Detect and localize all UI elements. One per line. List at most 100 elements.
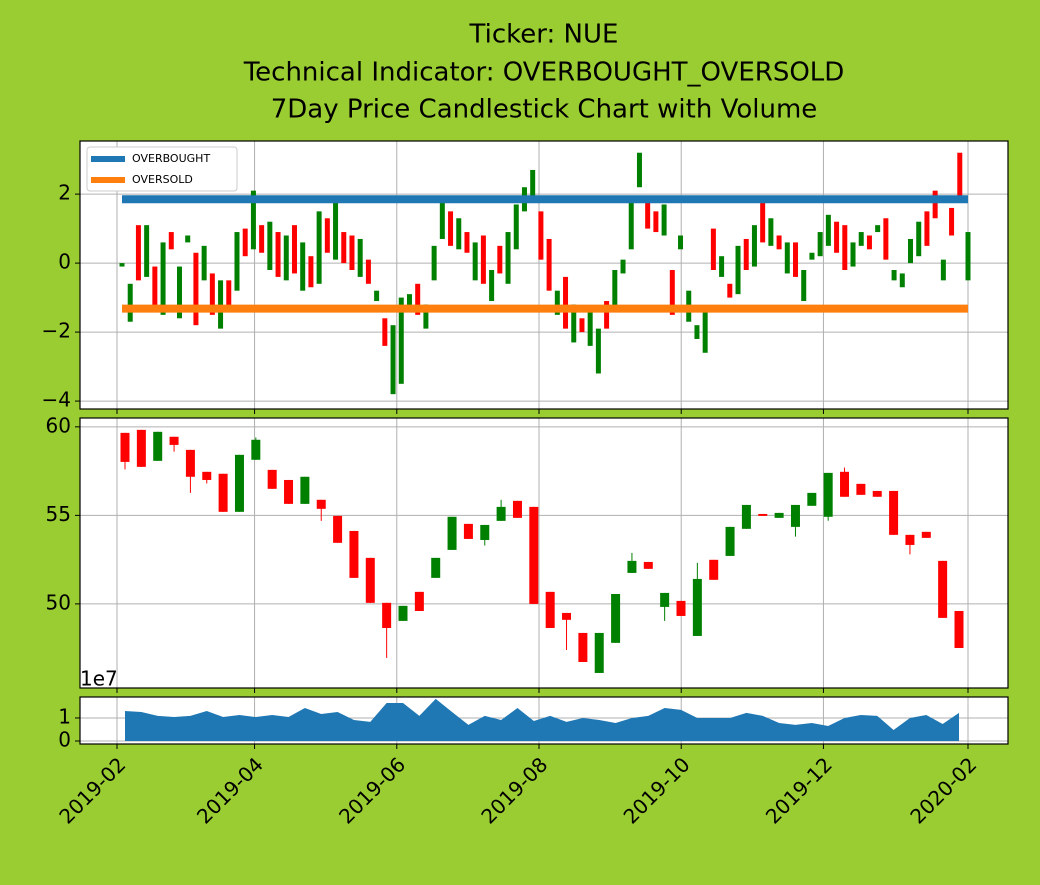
candle-body <box>529 506 539 604</box>
candle-body <box>512 500 522 518</box>
candle-body <box>760 201 766 243</box>
y-tick-label: 55 <box>46 502 71 526</box>
candle-body <box>866 235 872 250</box>
candle-body <box>645 201 651 229</box>
candle-body <box>390 325 396 395</box>
candle-body <box>234 232 240 291</box>
candle-body <box>916 221 922 257</box>
candle-body <box>496 506 506 521</box>
candle-body <box>489 269 495 302</box>
candle-body <box>562 612 572 620</box>
candle-body <box>921 531 931 538</box>
candle-body <box>169 436 179 445</box>
candle-body <box>275 232 281 277</box>
candle-body <box>807 492 817 506</box>
candle-body <box>954 610 964 648</box>
candle-body <box>709 559 719 580</box>
candle-body <box>735 245 741 295</box>
candle-body <box>842 225 848 270</box>
candle-body <box>768 218 774 246</box>
candle-body <box>365 259 371 284</box>
candle-body <box>908 238 914 264</box>
candle-body <box>406 294 412 308</box>
y-tick-label: 50 <box>46 590 71 614</box>
candle-body <box>300 476 310 504</box>
candle-body <box>308 256 314 288</box>
candle-body <box>447 516 457 550</box>
candle-body <box>883 218 889 260</box>
candle-body <box>218 280 224 329</box>
candle-body <box>875 225 881 233</box>
candle-body <box>595 328 601 374</box>
candle-body <box>324 218 330 253</box>
candle-body <box>193 252 199 326</box>
candle-body <box>899 273 905 288</box>
y-tick-label: 0 <box>58 250 71 274</box>
candle-body <box>676 600 686 616</box>
candle-body <box>758 513 768 516</box>
candle-body <box>692 578 702 636</box>
candle-body <box>751 225 757 267</box>
candle-body <box>965 232 971 281</box>
legend-label: OVERBOUGHT <box>132 152 210 165</box>
candle-body <box>168 232 174 250</box>
candle-body <box>226 280 232 312</box>
candle-body <box>365 557 375 603</box>
candle-body <box>333 201 339 260</box>
candle-body <box>185 235 191 243</box>
candle-body <box>152 266 158 308</box>
candle-body <box>316 499 326 509</box>
candle-body <box>834 221 840 253</box>
candle-body <box>382 318 388 346</box>
y-tick-label: 60 <box>46 413 71 437</box>
candle-body <box>678 235 684 250</box>
candle-body <box>872 490 882 497</box>
plot-frame <box>79 140 1009 410</box>
candle-body <box>176 266 182 319</box>
candle-body <box>702 311 708 353</box>
candle-body <box>202 471 212 480</box>
candle-body <box>817 232 823 257</box>
candle-body <box>349 235 355 270</box>
x-tick-label: 2020-02 <box>905 752 981 828</box>
candle-body <box>291 225 297 274</box>
candle-body <box>316 211 322 284</box>
candle-body <box>784 242 790 274</box>
candle-body <box>741 504 751 529</box>
candle-body <box>284 479 294 504</box>
candle-body <box>464 232 470 253</box>
candle-body <box>415 283 421 315</box>
candle-body <box>823 472 833 517</box>
x-tick-label: 2019-08 <box>476 752 552 828</box>
candle-body <box>497 245 503 274</box>
candle-body <box>480 235 486 284</box>
candle-body <box>357 238 363 277</box>
candle-body <box>423 304 429 329</box>
candle-body <box>463 523 473 539</box>
candle-body <box>185 449 195 477</box>
candle-body <box>448 211 454 246</box>
candle-body <box>439 201 445 239</box>
candle-body <box>119 263 125 267</box>
candle-body <box>554 290 560 315</box>
candle-body <box>333 515 343 543</box>
candle-body <box>545 591 555 628</box>
candle-body <box>627 560 637 573</box>
legend-label: OVERSOLD <box>132 173 193 186</box>
plot-frame <box>79 696 1009 745</box>
y-tick-label: 0 <box>58 728 71 752</box>
chart-title: Technical Indicator: OVERBOUGHT_OVERSOLD <box>243 58 845 88</box>
candle-body <box>374 290 380 302</box>
candle-body <box>727 283 733 298</box>
candle-body <box>719 256 725 277</box>
candle-body <box>283 235 289 281</box>
y-tick-label: 2 <box>58 181 71 205</box>
x-tick-label: 2019-10 <box>619 752 695 828</box>
candle-body <box>267 469 277 489</box>
x-tick-label: 2019-12 <box>761 752 837 828</box>
offset-label: 1e7 <box>80 667 118 691</box>
candle-body <box>611 593 621 643</box>
candle-body <box>725 526 735 556</box>
candle-body <box>349 530 359 578</box>
candle-body <box>242 228 248 257</box>
